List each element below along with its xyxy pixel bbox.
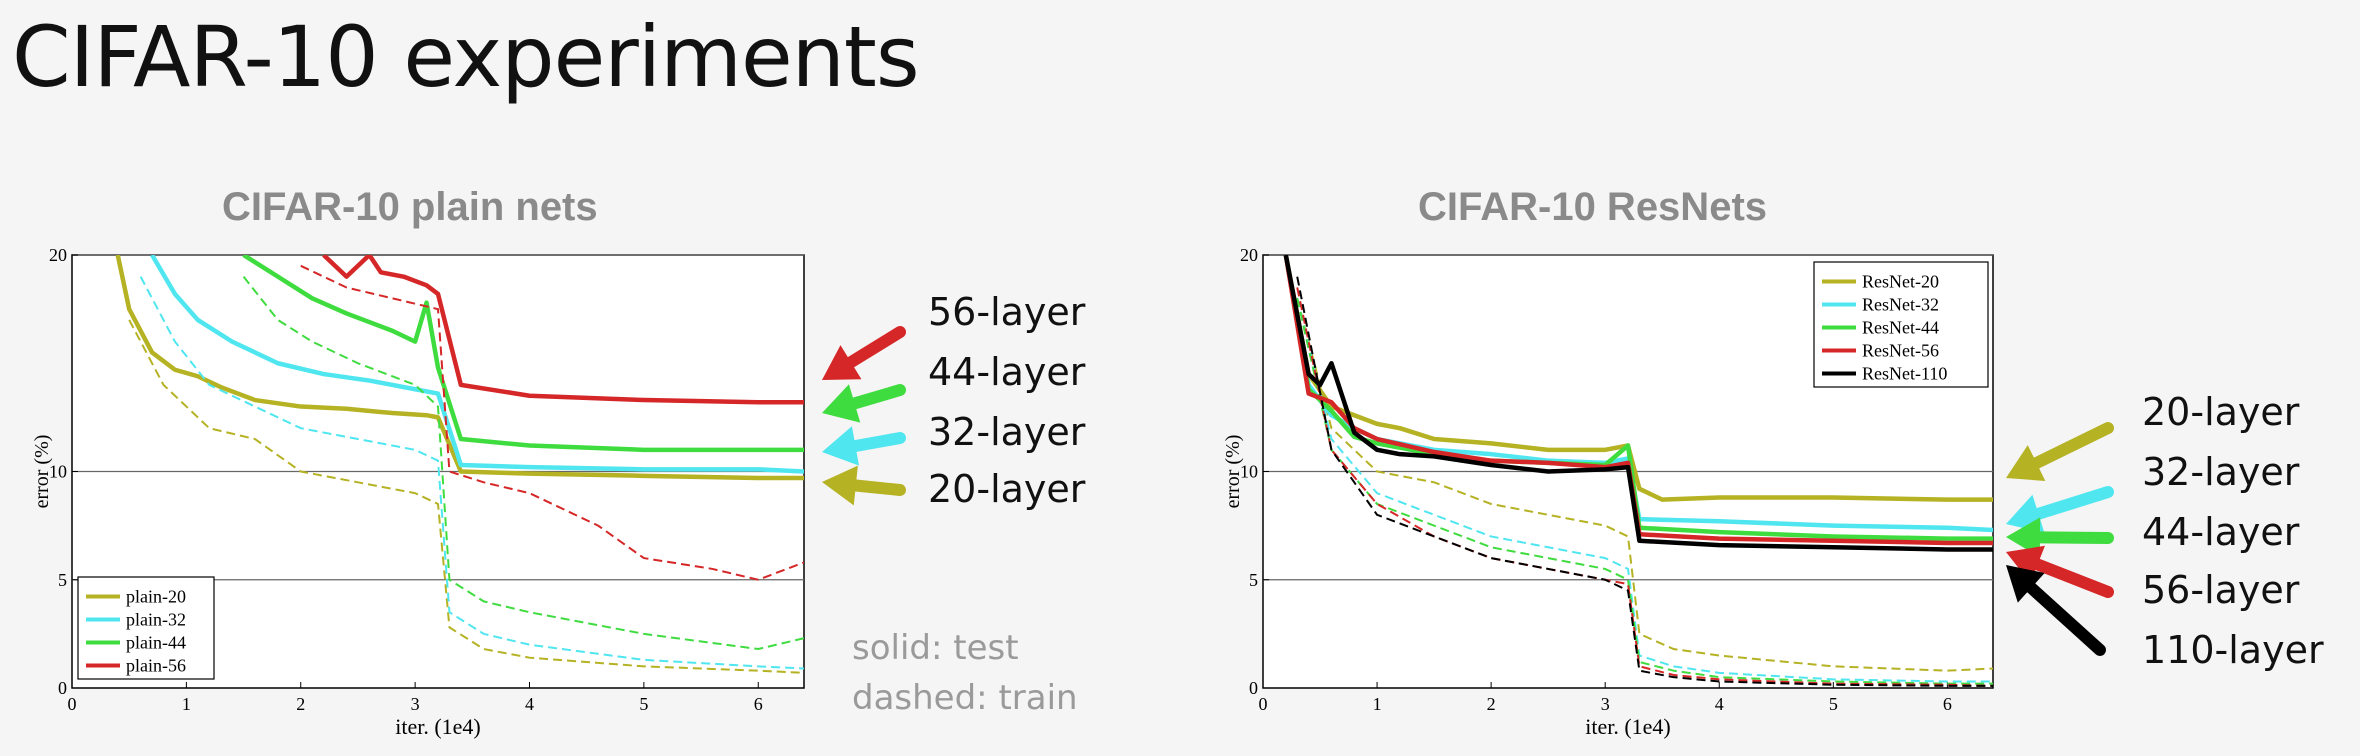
arrow-resnet-110-layer (2006, 565, 2106, 656)
plain-y-tick-label: 5 (58, 570, 67, 590)
arrow-resnet-20-layer-head (2006, 445, 2046, 481)
callout-resnet-20-layer: 20-layer (2142, 390, 2300, 434)
plain-y-tick-label: 10 (49, 462, 67, 482)
arrow-plain-20-layer-head (822, 465, 858, 506)
plain-x-tick-label: 5 (639, 694, 648, 714)
resnet-train-line-resnet-44 (1296, 298, 1993, 685)
arrow-resnet-110-layer-head (2006, 565, 2045, 603)
resnet-test-line-resnet-56 (1283, 255, 1993, 546)
resnet-x-tick-label: 5 (1829, 694, 1838, 714)
resnet-legend-label: ResNet-20 (1862, 272, 1939, 292)
plain-legend-label: plain-32 (126, 610, 186, 630)
plain-train-line-plain-32 (139, 276, 804, 670)
resnet-train-line-resnet-32 (1296, 298, 1993, 683)
plain-train-line-plain-44 (242, 276, 804, 651)
resnet-x-tick-label: 0 (1259, 694, 1268, 714)
plain-nets-chart: 0 1 2 3 4 5 6 0 5 10 20 iter. (1e4) error (%) plain-2… (31, 245, 805, 739)
arrow-plain-56-layer-shaft (844, 326, 906, 369)
plain-y-axis-label: error (%) (31, 435, 53, 509)
callout-plain-20-layer: 20-layer (928, 467, 1086, 511)
note-dashed-train: dashed: train (852, 678, 1078, 718)
resnet-x-tick-label: 2 (1487, 694, 1496, 714)
chart-title-resnet: CIFAR-10 ResNets (1418, 185, 1768, 229)
arrow-resnet-44-layer-shaft (2033, 531, 2114, 544)
arrow-resnet-56-layer (2006, 545, 2114, 598)
plain-y-tick-label: 0 (58, 678, 67, 698)
arrow-resnet-44-layer-head (2006, 517, 2041, 558)
plain-legend (77, 576, 215, 680)
arrow-plain-56-layer-head (822, 345, 862, 380)
resnet-y-tick-label: 5 (1249, 570, 1258, 590)
resnet-legend-label: ResNet-32 (1862, 295, 1939, 315)
callout-plain-32-layer: 32-layer (928, 410, 1086, 454)
resnet-x-axis-label: iter. (1e4) (1585, 714, 1671, 739)
resnet-train-line-resnet-110 (1296, 276, 1993, 687)
arrow-plain-32-layer (822, 426, 906, 466)
plain-x-tick-label: 4 (525, 694, 534, 714)
plain-y-tick-label: 20 (49, 245, 67, 265)
plain-train-line-plain-20 (128, 319, 804, 674)
callout-resnet-56-layer: 56-layer (2142, 568, 2300, 612)
slide-title: CIFAR-10 experiments (12, 8, 920, 106)
resnet-y-tick-label: 20 (1240, 245, 1258, 265)
resnet-x-tick-label: 6 (1943, 694, 1952, 714)
resnet-legend-label: ResNet-110 (1862, 364, 1947, 384)
arrow-resnet-56-layer-shaft (2031, 558, 2114, 598)
resnet-legend-label: ResNet-44 (1862, 318, 1939, 338)
resnet-y-tick-label: 0 (1249, 678, 1258, 698)
callout-resnet-32-layer: 32-layer (2142, 450, 2300, 494)
resnets-chart: 0 1 2 3 4 5 6 0 5 10 20 iter. (1e4) error (%) ResNet-… (1222, 245, 1994, 739)
arrow-plain-44-layer-shaft (848, 384, 906, 410)
resnet-y-tick-label: 10 (1240, 462, 1258, 482)
resnet-legend-label: ResNet-56 (1862, 341, 1939, 361)
arrow-resnet-32-layer (2006, 486, 2114, 533)
resnet-series-group (1283, 255, 1993, 687)
plain-test-line-plain-20 (115, 255, 804, 481)
plain-test-line-plain-32 (150, 255, 804, 474)
arrow-plain-20-layer (822, 465, 906, 506)
arrow-resnet-20-layer-shaft (2030, 422, 2114, 470)
plain-legend-label: plain-44 (126, 633, 186, 653)
resnet-x-tick-label: 3 (1601, 694, 1610, 714)
arrow-plain-20-layer-shaft (849, 479, 906, 496)
callout-resnet-44-layer: 44-layer (2142, 510, 2300, 554)
plain-train-line-plain-56 (300, 264, 804, 581)
resnet-train-line-resnet-20 (1296, 298, 1993, 672)
note-solid-test: solid: test (852, 628, 1019, 668)
arrow-resnet-32-layer-shaft (2032, 486, 2114, 520)
arrow-plain-32-layer-shaft (849, 432, 906, 452)
arrow-plain-44-layer-head (822, 384, 861, 423)
plain-test-line-plain-56 (322, 255, 804, 405)
resnet-train-line-resnet-56 (1296, 287, 1993, 687)
arrow-resnet-56-layer-head (2006, 545, 2045, 584)
resnet-x-tick-label: 1 (1373, 694, 1382, 714)
plain-test-line-plain-44 (242, 255, 804, 453)
plain-series-group (115, 255, 804, 674)
resnet-y-axis-label: error (%) (1222, 435, 1244, 509)
chart-title-plain: CIFAR-10 plain nets (222, 185, 598, 229)
arrow-resnet-20-layer (2006, 422, 2114, 481)
plain-x-tick-label: 2 (296, 694, 305, 714)
callout-resnet-110-layer: 110-layer (2142, 628, 2324, 672)
callout-plain-44-layer: 44-layer (928, 350, 1086, 394)
plain-x-tick-label: 0 (68, 694, 77, 714)
arrow-plain-32-layer-head (822, 426, 859, 466)
arrow-plain-44-layer (822, 384, 906, 423)
plain-x-tick-label: 1 (182, 694, 191, 714)
plain-x-tick-label: 6 (754, 694, 763, 714)
arrow-resnet-44-layer (2006, 517, 2114, 558)
plain-legend-label: plain-20 (126, 587, 186, 607)
plain-x-tick-label: 3 (411, 694, 420, 714)
resnet-test-line-resnet-110 (1283, 255, 1993, 552)
plain-x-axis-label: iter. (1e4) (395, 714, 481, 739)
arrow-plain-56-layer (822, 326, 906, 380)
resnet-x-tick-label: 4 (1715, 694, 1724, 714)
plain-legend-label: plain-56 (126, 656, 186, 676)
callout-plain-56-layer: 56-layer (928, 290, 1086, 334)
arrow-resnet-110-layer-shaft (2025, 581, 2106, 656)
